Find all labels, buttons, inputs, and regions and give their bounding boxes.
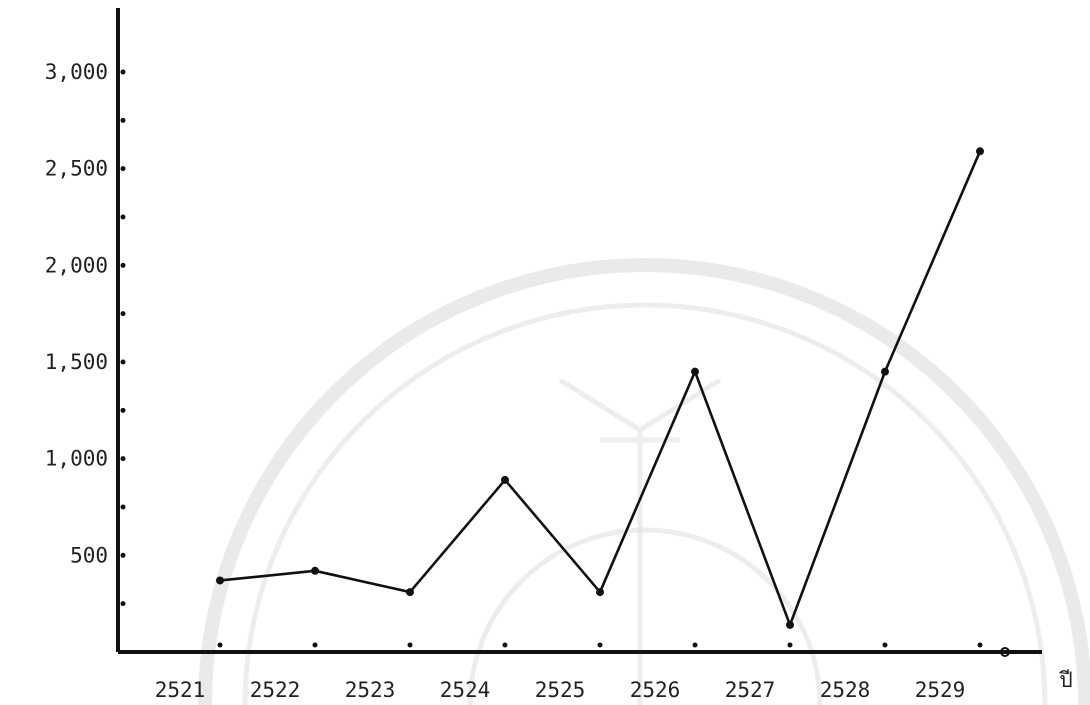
y-tick-mark <box>120 262 126 268</box>
x-tick-label: 2521 <box>155 678 206 702</box>
x-tick-labels: 2521 2522 2523 2524 2525 2526 2527 2528 2529 <box>155 642 983 702</box>
x-tick-mark <box>502 642 508 648</box>
y-tick-mark <box>120 359 126 365</box>
y-tick-mark <box>120 166 126 172</box>
y-tick-label: 1,000 <box>45 447 108 471</box>
x-tick-mark <box>787 642 793 648</box>
x-tick-label: 2527 <box>725 678 776 702</box>
data-point <box>786 620 794 629</box>
y-tick-label: 2,000 <box>45 253 108 277</box>
x-tick-mark <box>217 642 223 648</box>
y-tick-label: 1,500 <box>45 350 108 374</box>
data-point <box>406 588 414 597</box>
y-minor-tick-mark <box>120 504 126 510</box>
data-point <box>976 147 984 156</box>
data-point <box>881 367 889 376</box>
data-point <box>596 588 604 597</box>
x-tick-label: 2524 <box>440 678 491 702</box>
x-tick-mark <box>882 642 888 648</box>
x-tick-mark <box>597 642 603 648</box>
y-tick-mark <box>120 69 126 75</box>
x-tick-label: 2529 <box>915 678 966 702</box>
y-minor-tick-mark <box>120 117 126 123</box>
x-tick-label: 2525 <box>535 678 586 702</box>
y-minor-tick-mark <box>120 601 126 607</box>
plot-marks <box>216 147 984 629</box>
data-point <box>501 475 509 484</box>
y-tick-mark <box>120 456 126 462</box>
x-tick-label: 2522 <box>250 678 301 702</box>
x-tick-label: 2523 <box>345 678 396 702</box>
x-axis-label: ปี <box>1059 668 1073 692</box>
watermark-seal <box>198 258 1090 705</box>
data-point <box>691 367 699 376</box>
x-axis-end-marker <box>1000 647 1010 657</box>
y-tick-label: 2,500 <box>45 157 108 181</box>
data-point <box>311 566 319 575</box>
y-tick-mark <box>120 552 126 558</box>
x-tick-mark <box>312 642 318 648</box>
x-tick-label: 2526 <box>630 678 681 702</box>
x-tick-mark <box>407 642 413 648</box>
y-minor-tick-mark <box>120 311 126 317</box>
y-tick-labels: 500 1,000 1,500 2,000 2,500 3,000 <box>45 60 126 607</box>
x-tick-mark <box>977 642 983 648</box>
y-tick-label: 500 <box>70 543 108 567</box>
y-minor-tick-mark <box>120 214 126 220</box>
y-minor-tick-mark <box>120 407 126 413</box>
data-point <box>216 576 224 585</box>
x-tick-mark <box>692 642 698 648</box>
x-tick-label: 2528 <box>820 678 871 702</box>
axes <box>116 8 1042 657</box>
y-tick-label: 3,000 <box>45 60 108 84</box>
